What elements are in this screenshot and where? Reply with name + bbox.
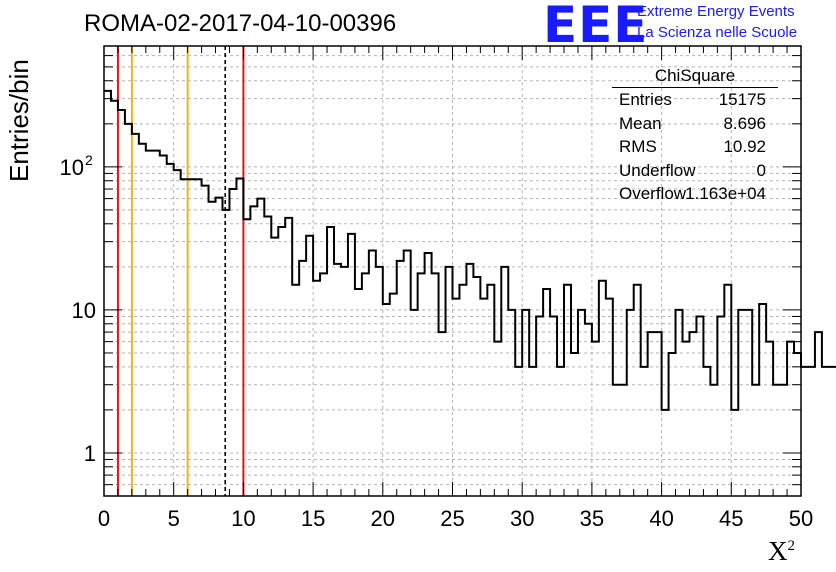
stats-box: ChiSquare Entries 15175 Mean 8.696 RMS 1…: [612, 66, 778, 208]
stat-label: Overflow: [619, 184, 687, 203]
x-tick-label: 20: [371, 506, 395, 531]
logo-text-line2: La Scienza nelle Scuole: [637, 24, 798, 41]
stat-row-underflow: Underflow 0: [612, 161, 778, 185]
x-axis-label: X2: [768, 536, 795, 566]
y-tick-label-exponent: 2: [85, 152, 93, 168]
x-tick-label: 45: [719, 506, 743, 531]
y-tick-label: 1: [84, 441, 96, 466]
stat-value: 8.696: [723, 113, 766, 133]
histogram-line: [104, 89, 836, 411]
x-tick-label: 5: [168, 506, 180, 531]
y-tick-label: 10: [60, 155, 84, 180]
x-tick-label: 35: [580, 506, 604, 531]
stat-label: Underflow: [619, 160, 696, 180]
stat-value: 15175: [718, 90, 766, 109]
stat-label: Entries: [619, 90, 672, 109]
grid: [104, 46, 801, 496]
x-tick-label: 15: [301, 506, 325, 531]
x-tick-label: 0: [98, 506, 110, 531]
stat-value: 10.92: [723, 137, 766, 156]
plot-frame: [103, 45, 802, 497]
stat-value: 0: [756, 160, 766, 180]
stat-label: Mean: [619, 113, 662, 133]
stat-value: 1.163e+04: [685, 184, 766, 203]
chart-title: ROMA-02-2017-04-10-00396: [84, 10, 397, 37]
y-tick-label: 10: [72, 298, 96, 323]
stat-label: RMS: [619, 137, 657, 156]
stat-row-rms: RMS 10.92: [612, 137, 778, 161]
x-tick-label: 30: [510, 506, 534, 531]
logo-text-line1: Extreme Energy Events: [637, 3, 795, 20]
stat-row-mean: Mean 8.696: [612, 114, 778, 138]
stat-row-entries: Entries 15175: [612, 90, 778, 114]
histogram: [104, 89, 836, 411]
stats-title: ChiSquare: [612, 66, 778, 88]
stat-row-overflow: Overflow 1.163e+04: [612, 184, 778, 208]
axis-ticks: [103, 45, 802, 497]
x-tick-label: 10: [231, 506, 255, 531]
cut-lines: [116, 46, 245, 496]
y-axis-label: Entries/bin: [4, 59, 34, 182]
x-tick-label: 40: [649, 506, 673, 531]
x-tick-label: 25: [440, 506, 464, 531]
x-tick-label: 50: [789, 506, 813, 531]
eee-logo: EEE: [543, 0, 649, 54]
